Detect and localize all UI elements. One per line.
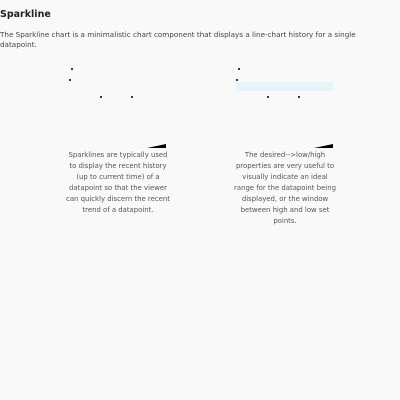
sparkline-point	[236, 79, 238, 81]
sparkline-end-marker	[147, 144, 166, 148]
sparkline-point	[100, 96, 102, 98]
page-description: The Sparkline chart is a minimalistic ch…	[0, 30, 356, 49]
sparkline-point	[298, 96, 300, 98]
sparkline-svg-range	[236, 68, 333, 148]
sparkline-chart-range	[226, 58, 336, 158]
sparkline-caption-range: The desired-->low/high properties are ve…	[234, 151, 336, 225]
sparkline-point	[131, 96, 133, 98]
sparkline-point	[71, 68, 73, 70]
sparkline-point	[267, 96, 269, 98]
sparkline-point	[69, 79, 71, 81]
desired-range-band	[236, 82, 333, 91]
sparkline-caption-basic: Sparklines are typically used to display…	[66, 151, 170, 214]
sparkline-end-marker	[314, 144, 333, 148]
sparkline-chart-basic	[59, 58, 169, 158]
sparkline-point	[238, 68, 240, 70]
page-title: Sparkline	[0, 9, 51, 20]
sparkline-svg-basic	[69, 68, 166, 148]
